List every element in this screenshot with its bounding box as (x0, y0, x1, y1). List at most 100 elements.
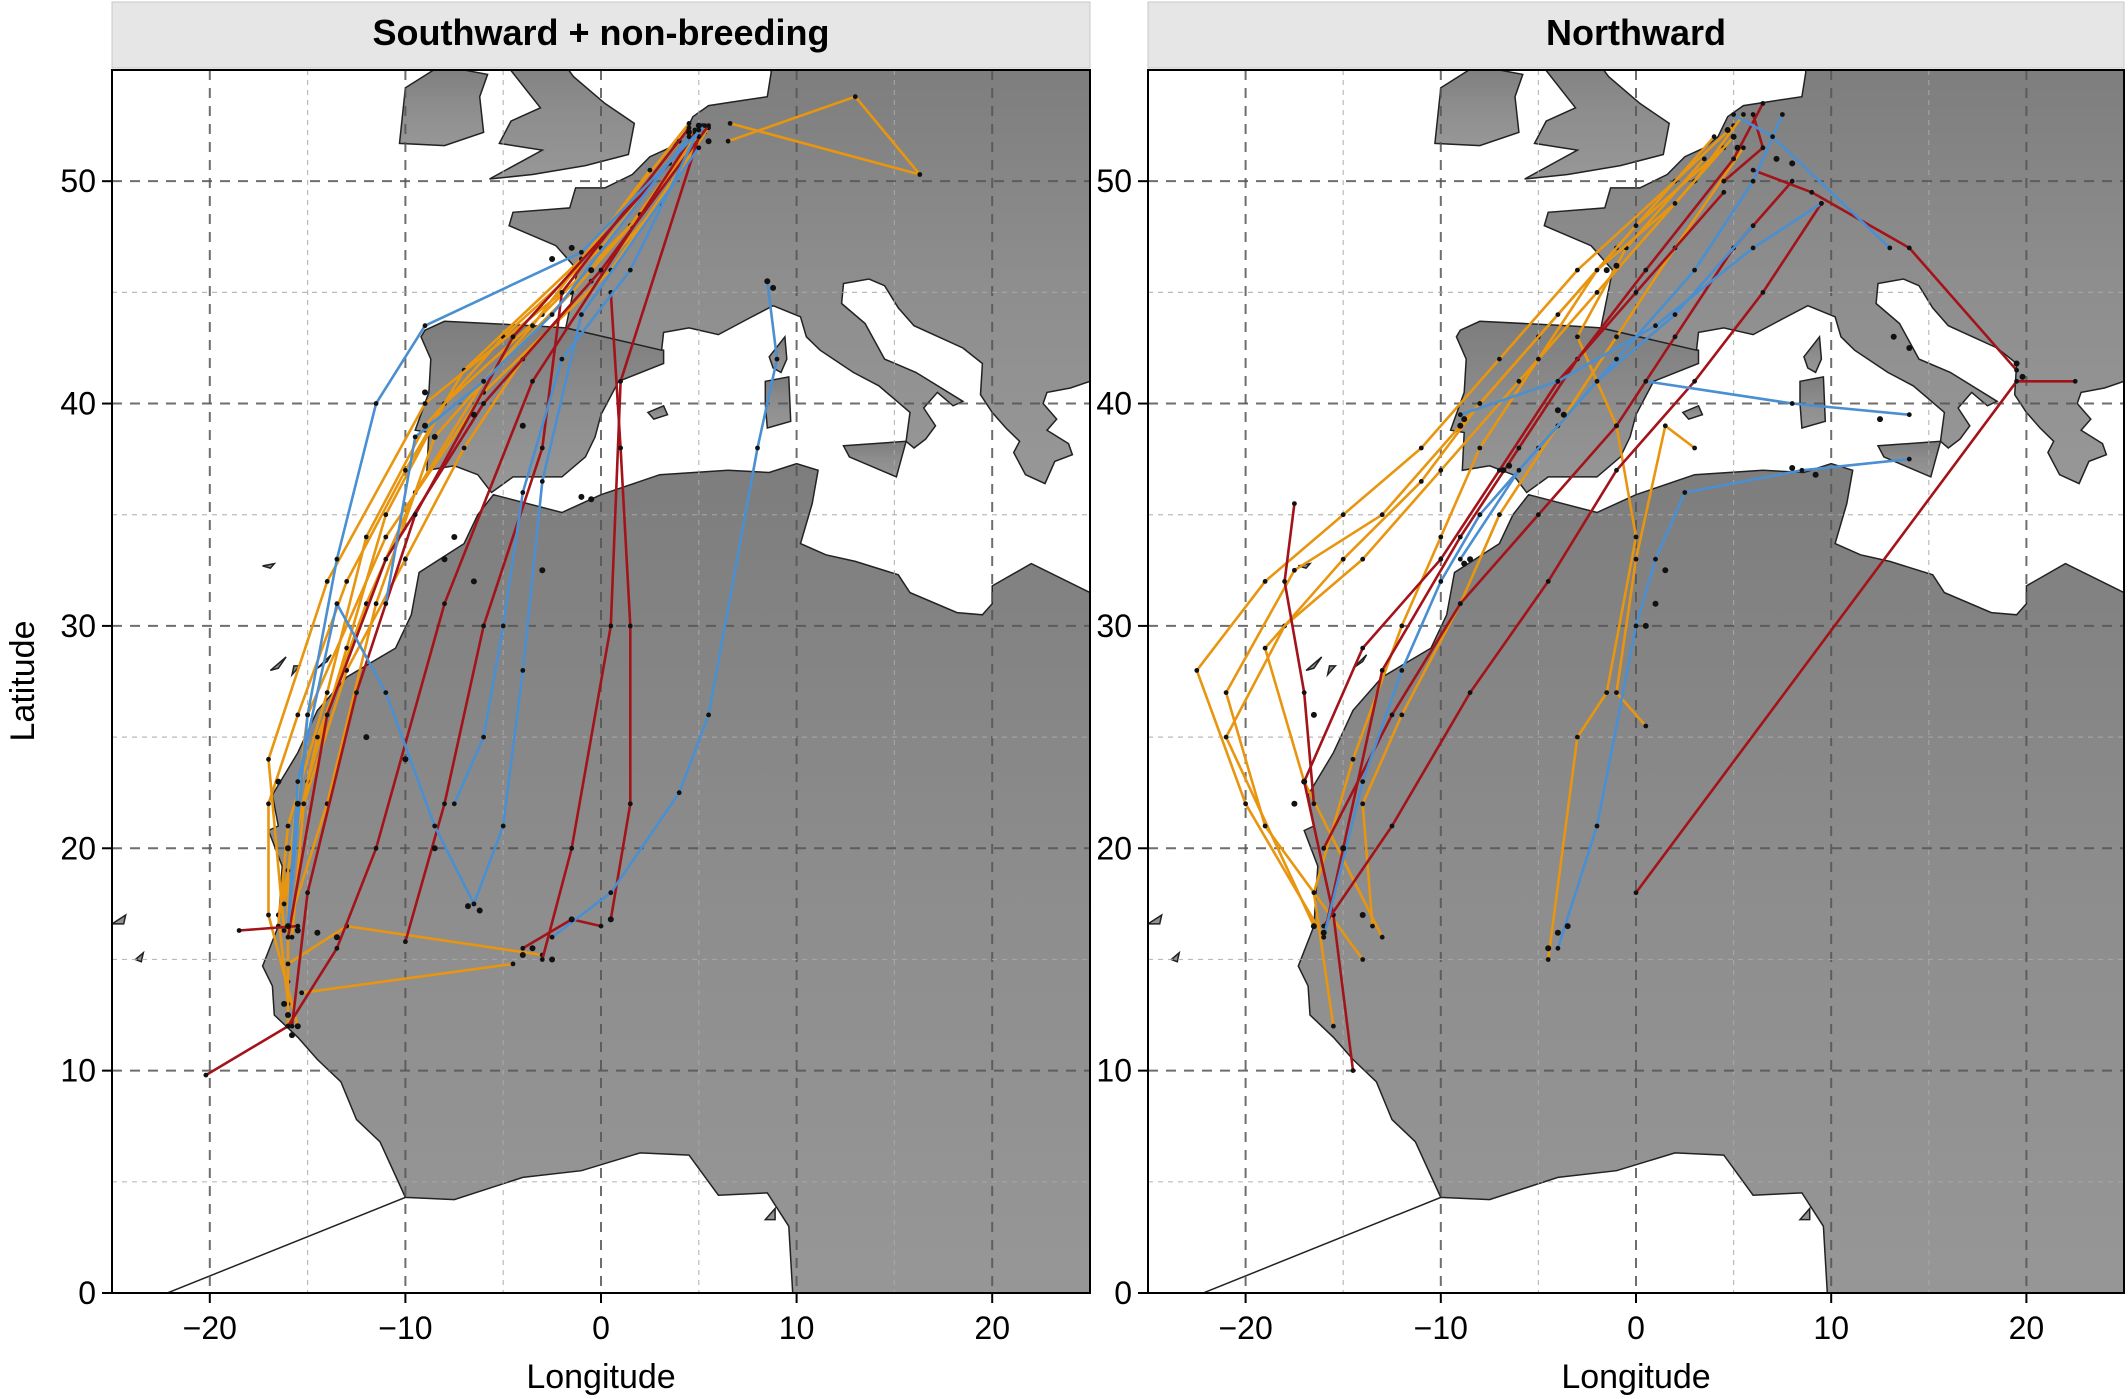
x-tick-label: −10 (1414, 1310, 1468, 1346)
land-corsica (768, 334, 788, 374)
stopover-point (1310, 923, 1317, 930)
stopover-point (1461, 560, 1468, 567)
land-africa (165, 462, 1090, 1293)
track-fix (1750, 167, 1756, 173)
track-fix (2014, 378, 2019, 384)
track-orange (300, 962, 515, 995)
track-fix (412, 512, 418, 518)
track-fix (1643, 378, 1649, 384)
stopover-point (294, 1023, 301, 1030)
track-fix (1799, 467, 1805, 473)
stopover-point (588, 496, 595, 503)
track-fix (1614, 467, 1619, 473)
stopover-point (402, 756, 409, 763)
panel-title: Northward (1546, 12, 1726, 53)
stopover-point (1359, 912, 1366, 918)
track-fix (1633, 534, 1639, 540)
track-fix (727, 121, 733, 126)
stopover-point (289, 1032, 295, 1039)
track-orange (1546, 157, 1706, 961)
stopover-point (705, 138, 712, 145)
track-fix (403, 467, 408, 473)
y-tick-label: 20 (1096, 830, 1132, 866)
track-fix (608, 890, 614, 896)
stopover-point (1500, 467, 1507, 474)
stopover-point (431, 845, 438, 852)
stopover-point (1773, 155, 1780, 162)
track-fix (549, 312, 555, 317)
track-fix (559, 356, 565, 362)
track-fix (755, 445, 760, 451)
track-fix (1457, 601, 1463, 607)
track-fix (1614, 356, 1619, 362)
track-fix (1457, 556, 1463, 562)
track-fix (295, 779, 301, 784)
stopover-point (568, 916, 575, 923)
track-fix (618, 445, 623, 451)
track-fix (1750, 223, 1756, 229)
track-fix (1301, 690, 1307, 695)
track-orange (286, 168, 652, 928)
track-fix (1731, 156, 1736, 162)
track-fix (1497, 512, 1502, 518)
stopover-point (1652, 600, 1659, 607)
stopover-point (1554, 929, 1561, 936)
track-fix (627, 801, 633, 807)
track-fix (1467, 690, 1473, 695)
track-fix (1282, 579, 1287, 584)
track-fix (2014, 367, 2019, 373)
track-layer (1194, 101, 2078, 1073)
track-fix (725, 138, 731, 144)
track-fix (1497, 356, 1502, 362)
track-fix (403, 939, 408, 945)
stopover-point (2013, 360, 2020, 367)
track-fix (500, 823, 506, 829)
x-axis-title: Longitude (526, 1358, 675, 1396)
track-fix (383, 556, 389, 562)
stopover-point (695, 122, 702, 129)
track-fix (1750, 112, 1756, 117)
x-tick-label: 20 (2009, 1310, 2045, 1346)
track-fix (1545, 957, 1551, 962)
stopover-point (275, 778, 282, 785)
stopover-point (519, 952, 526, 958)
land-balearic (1681, 404, 1704, 420)
track-fix (1770, 134, 1775, 140)
stopover-point (285, 1012, 291, 1018)
track-fix (1223, 690, 1229, 695)
track-fix (1653, 323, 1658, 329)
track-fix (520, 945, 526, 951)
land-africa (1201, 462, 2124, 1293)
track-orange (286, 924, 544, 1028)
track-fix (281, 928, 287, 933)
track-fix (422, 323, 428, 329)
track-fix (917, 172, 923, 177)
track-fix (1360, 957, 1366, 962)
track-fix (1633, 890, 1639, 896)
track-fix (285, 1023, 291, 1029)
stopover-point (549, 256, 556, 262)
track-fix (1311, 801, 1317, 807)
track-fix (1360, 801, 1366, 807)
track-fix (289, 1023, 295, 1029)
track-fix (1370, 923, 1375, 929)
track-fix (334, 556, 340, 562)
track-fix (1643, 723, 1649, 729)
stopover-point (2019, 373, 2026, 380)
track-fix (1653, 556, 1658, 562)
track-fix (383, 601, 389, 607)
track-fix (1389, 712, 1395, 718)
land-sicily (842, 440, 908, 478)
track-fix (530, 378, 535, 384)
panel-title: Southward + non-breeding (373, 12, 830, 53)
stopover-points (1291, 127, 2026, 952)
track-fix (1438, 467, 1444, 473)
panel-strip (111, 1, 1091, 69)
track-fix (1575, 334, 1580, 340)
track-fix (510, 334, 516, 340)
track-fix (1438, 556, 1444, 562)
track-fix (305, 712, 310, 718)
track-fix (1750, 178, 1756, 184)
track-fix (706, 712, 711, 718)
track-fix (1594, 823, 1600, 829)
